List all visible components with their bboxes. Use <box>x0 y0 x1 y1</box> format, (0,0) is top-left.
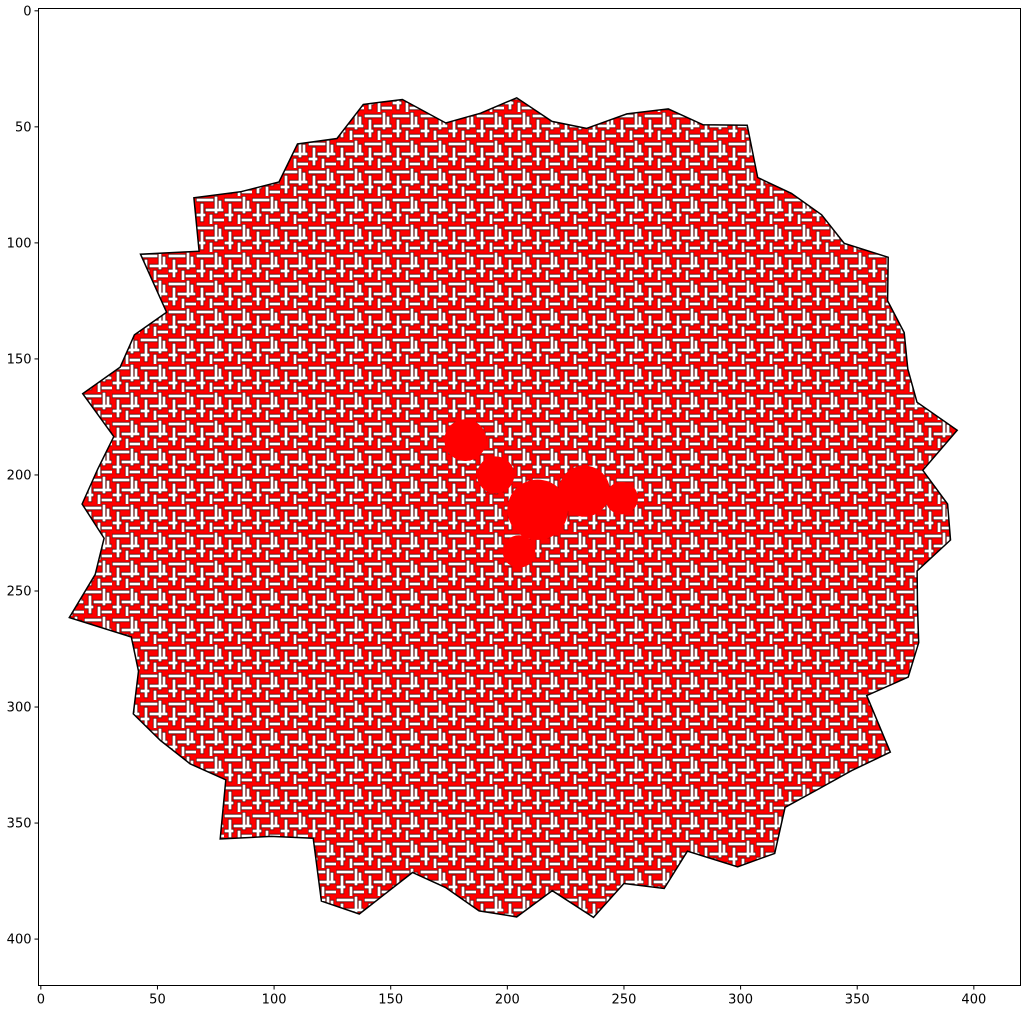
cluster-core-blob <box>444 419 487 462</box>
axes-frame <box>38 8 1021 986</box>
y-tick-label: 0 <box>23 4 31 19</box>
cluster-image <box>68 96 959 919</box>
x-tick-label: 50 <box>149 993 166 1008</box>
cluster-core-blob <box>507 479 568 540</box>
x-tick-label: 100 <box>262 993 287 1008</box>
cluster-core-blob <box>558 465 610 517</box>
y-tick-label: 350 <box>7 817 32 832</box>
cluster-core-blob <box>605 481 638 515</box>
cluster-core-blob <box>477 456 515 494</box>
y-axis: 0 50 100 150 200 250 300 350 400 <box>7 4 39 948</box>
y-tick-label: 400 <box>7 933 32 948</box>
y-tick-label: 150 <box>7 352 32 367</box>
cluster-core-blob <box>502 535 536 568</box>
y-tick-label: 250 <box>7 584 32 599</box>
x-axis: 0 50 100 150 200 250 300 350 400 <box>37 985 986 1008</box>
y-tick-label: 300 <box>7 701 32 716</box>
x-tick-label: 300 <box>728 993 753 1008</box>
y-tick-label: 200 <box>7 468 32 483</box>
x-tick-label: 0 <box>37 993 45 1008</box>
x-tick-label: 350 <box>845 993 870 1008</box>
x-tick-label: 150 <box>378 993 403 1008</box>
x-tick-label: 250 <box>612 993 637 1008</box>
y-tick-label: 100 <box>7 236 32 251</box>
y-tick-label: 50 <box>15 120 32 135</box>
x-tick-label: 200 <box>495 993 520 1008</box>
x-tick-label: 400 <box>961 993 986 1008</box>
